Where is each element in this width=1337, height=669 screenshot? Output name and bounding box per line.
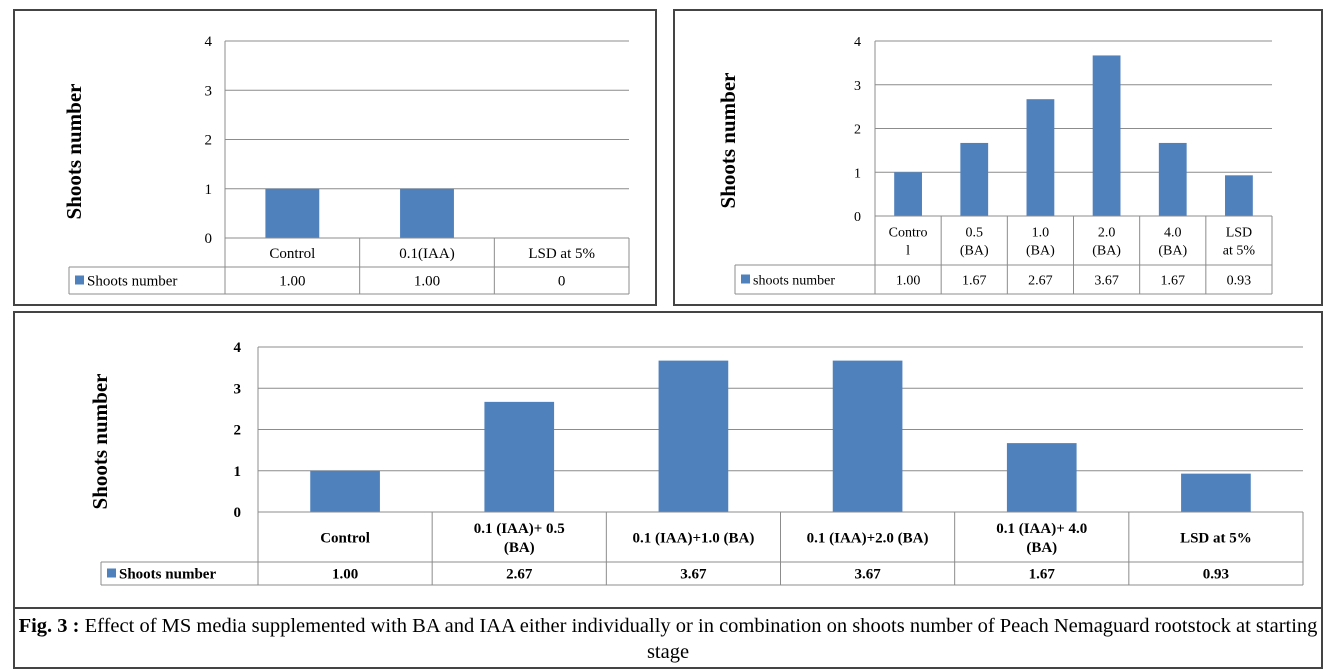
chart-ba-svg: 0 1 2 3 4 Shoots number Contro l 0.5 (BA) 1.0 (BA) 2… bbox=[716, 35, 1273, 295]
bar bbox=[484, 401, 555, 512]
bar bbox=[400, 188, 454, 238]
x-category-label: LSD at 5% bbox=[528, 246, 595, 262]
legend-swatch bbox=[741, 274, 750, 284]
x-category-label: LSD at 5% bbox=[1180, 530, 1252, 546]
x-category-label: 4.0 (BA) bbox=[1158, 225, 1187, 258]
x-category-label: 1.0 (BA) bbox=[1026, 225, 1055, 258]
y-tick-label: 0 bbox=[854, 210, 861, 225]
bar bbox=[658, 360, 729, 512]
chart-panel-iaa: 0 1 2 3 4 Shoots number Control 0.1(IAA) LSD at … bbox=[13, 9, 657, 306]
y-tick-label: 3 bbox=[854, 79, 861, 94]
y-tick-label: 1 bbox=[205, 182, 213, 198]
figure-caption-text: Effect of MS media supplemented with BA … bbox=[79, 615, 1318, 663]
table-value: 1.67 bbox=[1161, 274, 1186, 289]
table-value: 0.93 bbox=[1227, 274, 1252, 289]
table-value: 1.00 bbox=[896, 274, 921, 289]
bar bbox=[1225, 175, 1253, 216]
legend-swatch bbox=[107, 568, 116, 578]
table-value: 1.00 bbox=[332, 567, 358, 583]
x-category-label: 0.1(IAA) bbox=[399, 246, 454, 262]
x-category-label: 0.1 (IAA)+2.0 (BA) bbox=[807, 530, 929, 546]
y-tick-label: 4 bbox=[854, 35, 861, 50]
figure-caption-label: Fig. 3 : bbox=[18, 615, 80, 637]
bar bbox=[1158, 142, 1187, 216]
y-tick-label: 3 bbox=[234, 381, 242, 397]
table-value: 2.67 bbox=[506, 567, 533, 583]
y-tick-label: 0 bbox=[234, 505, 242, 521]
table-value: 2.67 bbox=[1028, 274, 1053, 289]
legend-series-name: Shoots number bbox=[119, 567, 216, 583]
table-value: 3.67 bbox=[854, 567, 881, 583]
chart-panel-combination: 0 1 2 3 4 Shoots number Control 0.1 (IAA)+ 0.5(… bbox=[13, 311, 1323, 609]
table-value: 0 bbox=[558, 274, 566, 290]
bar bbox=[1092, 55, 1121, 216]
y-axis-title: Shoots number bbox=[716, 73, 740, 209]
bar bbox=[1026, 99, 1055, 216]
chart-iaa-svg: 0 1 2 3 4 Shoots number Control 0.1(IAA) LSD at … bbox=[62, 34, 630, 295]
table-value: 3.67 bbox=[1094, 274, 1119, 289]
figure-caption: Fig. 3 : Effect of MS media supplemented… bbox=[13, 609, 1323, 669]
y-tick-label: 2 bbox=[234, 423, 242, 439]
x-category-label: 0.1 (IAA)+1.0 (BA) bbox=[632, 530, 754, 546]
table-value: 1.00 bbox=[414, 274, 440, 290]
table-value: 1.67 bbox=[1029, 567, 1056, 583]
x-category-label: Control bbox=[269, 246, 315, 262]
y-tick-label: 1 bbox=[854, 166, 861, 181]
x-category-label: Control bbox=[320, 530, 370, 546]
x-category-label: 0.1 (IAA)+ 0.5 (BA) bbox=[474, 521, 565, 556]
bar bbox=[1181, 473, 1251, 512]
y-tick-label: 0 bbox=[205, 231, 213, 247]
x-category-label: LSD at 5% bbox=[1223, 225, 1256, 258]
y-tick-label: 1 bbox=[234, 464, 242, 480]
bar bbox=[960, 142, 989, 216]
chart-panel-ba: 0 1 2 3 4 Shoots number Contro l 0.5 (BA) 1.0 (BA) 2… bbox=[673, 9, 1323, 306]
y-tick-label: 3 bbox=[205, 83, 213, 99]
y-tick-label: 4 bbox=[205, 34, 213, 50]
legend-series-name: shoots number bbox=[753, 274, 835, 289]
table-value: 3.67 bbox=[680, 567, 707, 583]
bar bbox=[1006, 443, 1077, 512]
y-tick-label: 4 bbox=[234, 340, 242, 356]
x-category-label: 2.0 (BA) bbox=[1092, 225, 1121, 258]
x-category-label: 0.1 (IAA)+ 4.0 (BA) bbox=[996, 521, 1087, 556]
bar bbox=[310, 470, 380, 512]
y-tick-label: 2 bbox=[854, 123, 861, 138]
table-value: 1.67 bbox=[962, 274, 987, 289]
table-value: 0.93 bbox=[1203, 567, 1229, 583]
y-tick-label: 2 bbox=[205, 133, 213, 149]
bar bbox=[265, 188, 320, 238]
y-axis-title: Shoots number bbox=[88, 374, 112, 510]
y-axis-title: Shoots number bbox=[62, 84, 86, 220]
chart-combination-svg: 0 1 2 3 4 Shoots number Control 0.1 (IAA)+ 0.5(… bbox=[88, 340, 1304, 586]
legend-series-name: Shoots number bbox=[87, 274, 177, 290]
legend-swatch bbox=[75, 275, 84, 285]
x-category-label: 0.5 (BA) bbox=[960, 225, 989, 258]
table-value: 1.00 bbox=[279, 274, 305, 290]
bar bbox=[894, 172, 922, 216]
bar bbox=[832, 360, 903, 512]
